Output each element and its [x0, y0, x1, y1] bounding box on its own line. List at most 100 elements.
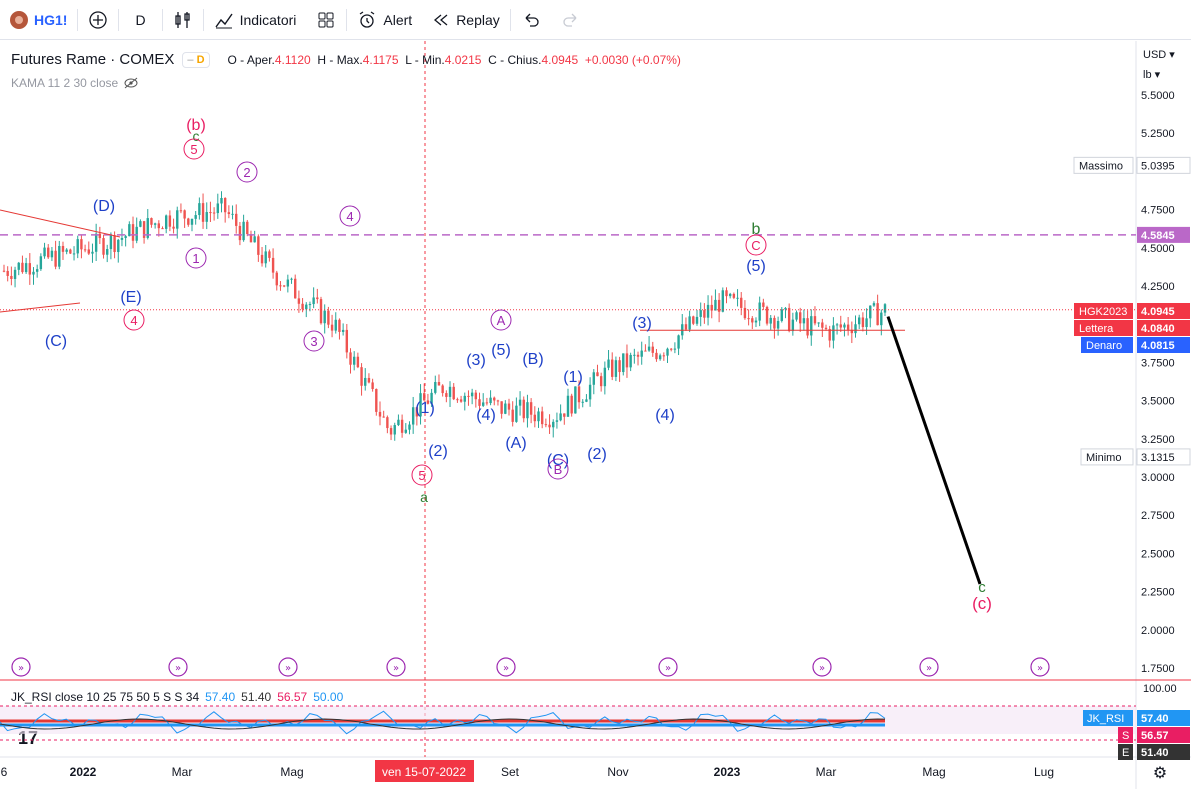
candle-body — [264, 251, 267, 264]
candle-body — [758, 302, 761, 321]
price-label-value-last: 4.0945 — [1141, 306, 1175, 318]
top-toolbar: HG1! D Indicatori Alert Replay — [0, 0, 1191, 40]
candle-body — [117, 239, 120, 253]
candle-body — [655, 352, 658, 360]
price-label-tag-lettera — [1074, 320, 1133, 336]
candle-body — [139, 221, 142, 227]
kama-legend: KAMA 11 2 30 close — [11, 76, 138, 90]
interval-button[interactable]: D — [119, 0, 161, 40]
time-tick: 2022 — [70, 765, 97, 779]
rsi-ema-line — [0, 718, 886, 730]
candle-body — [54, 250, 57, 267]
undo-button[interactable] — [511, 0, 551, 40]
price-label-box-minimo — [1136, 448, 1191, 466]
wave-label: (A) — [505, 435, 526, 452]
candle-body — [393, 425, 396, 435]
candle-body — [810, 316, 813, 336]
wave-label: 1 — [192, 251, 199, 266]
candle-body — [692, 316, 695, 324]
candle-body — [316, 297, 319, 300]
candle-body — [437, 382, 441, 386]
wave-label: (c) — [972, 594, 992, 613]
candle-body — [153, 223, 157, 225]
candle-body — [529, 402, 533, 415]
indicators-label: Indicatori — [239, 11, 297, 28]
price-tick: 2.2500 — [1141, 587, 1175, 599]
price-label-value-dashed-level: 4.5845 — [1141, 230, 1175, 242]
candle-body — [334, 319, 337, 331]
open-value: 4.1120 — [274, 52, 311, 67]
candle-body — [537, 411, 540, 422]
compare-button[interactable] — [78, 0, 118, 40]
event-marker-icon — [278, 657, 298, 677]
unit-selector[interactable]: lb ▾ — [1143, 69, 1161, 81]
alert-label: Alert — [383, 11, 413, 28]
candle-body — [386, 417, 389, 429]
rsi-tag — [1118, 727, 1133, 743]
add-symbol-icon — [89, 10, 108, 29]
candle-body — [515, 405, 518, 422]
rsi-value: 57.40 — [1141, 713, 1169, 725]
wave-circle — [303, 330, 325, 352]
chart-legend: Futures Rame · COMEX – D O - Aper.4.1120… — [11, 51, 681, 68]
event-marker-glyph: » — [503, 663, 509, 674]
candle-body — [426, 400, 430, 404]
candle-body — [482, 402, 485, 406]
symbol-button[interactable]: HG1! — [0, 0, 77, 40]
change-value: +0.0030 (+0.07%) — [584, 52, 681, 67]
price-tick: 2.7500 — [1141, 510, 1175, 522]
wave-circle — [745, 234, 767, 256]
trend-line-lower — [0, 302, 81, 313]
candle-body — [566, 395, 570, 417]
candle-body — [168, 215, 172, 227]
candle-body — [308, 304, 312, 306]
candle-body — [526, 402, 529, 419]
wave-label: (5) — [746, 258, 766, 275]
candle-body — [235, 213, 238, 226]
candle-body — [113, 235, 116, 253]
candle-body — [559, 413, 562, 421]
candle-body — [813, 316, 817, 324]
candle-body — [349, 352, 352, 365]
redo-button[interactable] — [551, 0, 591, 40]
candle-body — [286, 279, 290, 287]
indicators-button[interactable]: Indicatori — [204, 0, 307, 40]
candle-body — [622, 353, 625, 373]
chart-type-button[interactable] — [163, 0, 203, 40]
candle-body — [843, 324, 846, 328]
wave-label: 2 — [243, 165, 250, 180]
wave-label: (B) — [522, 351, 543, 368]
rsi-value: 51.40 — [1141, 747, 1169, 759]
settings-gear-icon: ⚙ — [1153, 763, 1167, 782]
price-label-name-denaro: Denaro — [1086, 340, 1122, 352]
event-marker-glyph: » — [819, 663, 825, 674]
candle-body — [618, 360, 621, 373]
candle-body — [773, 317, 776, 329]
candle-body — [817, 322, 820, 324]
event-marker-glyph: » — [175, 663, 181, 674]
templates-button[interactable] — [306, 0, 346, 40]
candle-body — [124, 236, 127, 238]
candle-body — [611, 359, 614, 377]
price-tick: 5.5000 — [1141, 90, 1175, 102]
eye-hidden-icon[interactable] — [124, 77, 138, 89]
replay-button[interactable]: Replay — [422, 0, 510, 40]
candle-body — [607, 359, 610, 368]
event-marker-icon — [812, 657, 832, 677]
candle-body — [666, 348, 669, 356]
price-label-value-minimo: 3.1315 — [1141, 452, 1175, 464]
candle-body — [146, 218, 149, 238]
candle-body — [876, 303, 879, 326]
candle-body — [430, 392, 433, 404]
rsi-legend-label: JK_RSI close 10 25 75 50 5 S S 34 — [11, 690, 200, 704]
chart-canvas[interactable]: »»»»»»»»» (b)c52(D)41(E)4(C) 3(1)(2)5aA(3… — [0, 41, 1191, 789]
candle-body — [463, 395, 466, 402]
currency-selector[interactable]: USD ▾ — [1143, 49, 1175, 61]
candle-body — [563, 413, 566, 417]
symbol-label: HG1! — [34, 11, 68, 28]
candle-body — [835, 324, 839, 326]
candle-body — [740, 297, 743, 308]
candle-body — [106, 249, 109, 255]
candle-body — [493, 397, 496, 401]
alert-button[interactable]: Alert — [347, 0, 422, 40]
